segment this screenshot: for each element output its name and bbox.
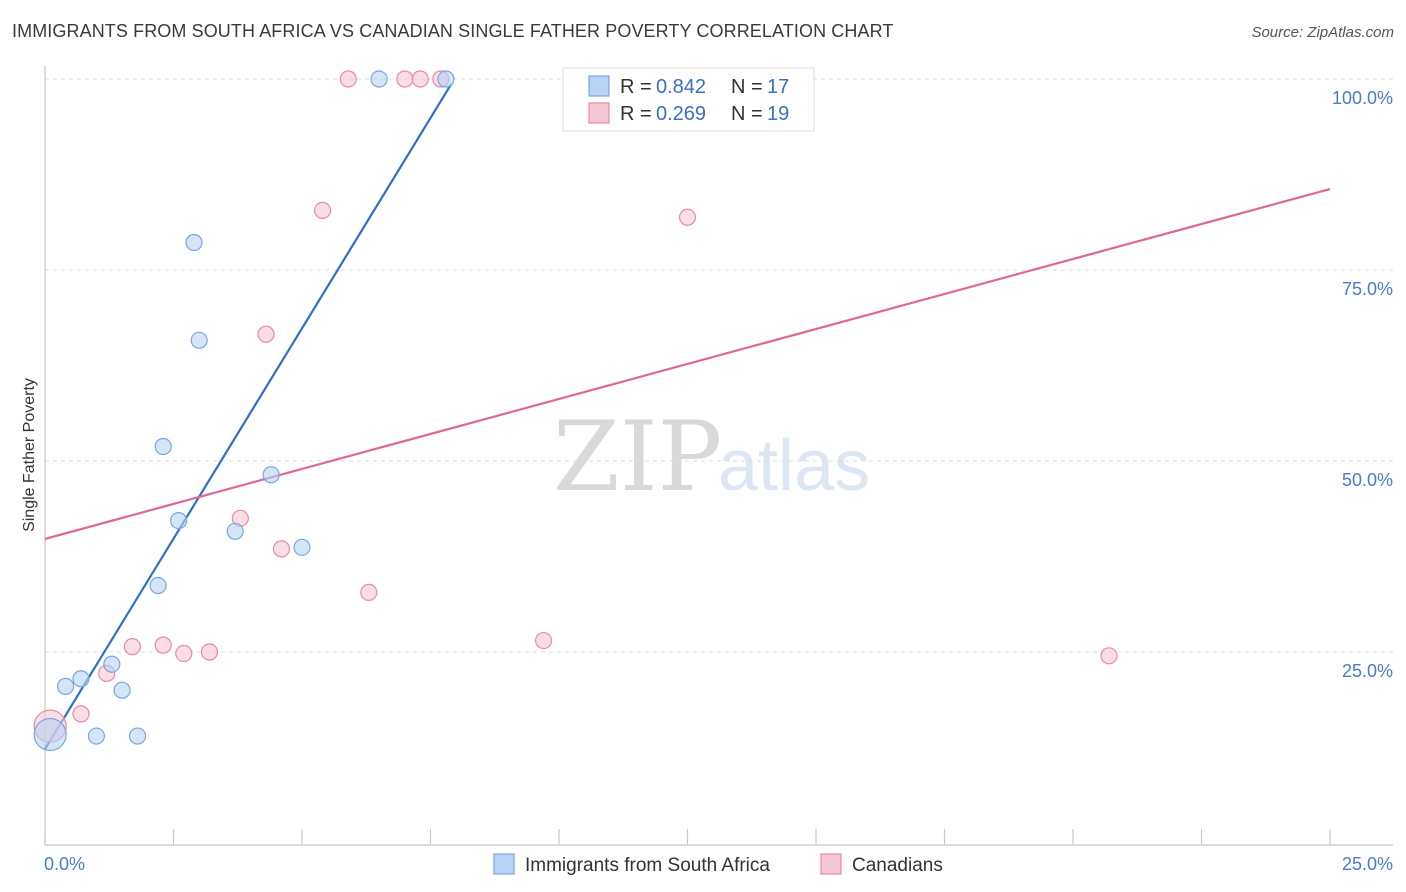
point-blue	[262, 466, 280, 484]
y-tick-label-100: 100.0%	[1332, 88, 1393, 108]
point-blue	[113, 681, 131, 699]
point-pink	[154, 636, 172, 654]
point-blue	[437, 70, 455, 88]
trend-line-pink	[44, 187, 1331, 540]
point-blue	[103, 655, 121, 673]
point-blue	[72, 670, 90, 688]
data-points	[33, 70, 1118, 752]
bottom-legend-label-blue: Immigrants from South Africa	[525, 855, 770, 876]
point-pink	[272, 540, 291, 558]
gridlines	[45, 78, 1393, 653]
legend-r-label-pink: R =	[620, 103, 652, 125]
point-pink	[678, 208, 697, 226]
point-blue	[226, 522, 244, 540]
x-tick-labels: 0.0% 25.0%	[44, 854, 1393, 874]
point-blue	[149, 576, 167, 595]
watermark: ZIP atlas	[553, 401, 870, 513]
legend-r-value-blue: 0.842	[656, 76, 706, 98]
point-pink	[313, 201, 332, 220]
point-pink	[339, 70, 357, 88]
point-blue	[33, 717, 67, 752]
y-tick-label-25: 25.0%	[1342, 661, 1393, 681]
trend-line-blue	[44, 83, 452, 750]
point-pink	[257, 325, 275, 343]
point-blue	[128, 727, 147, 745]
series-legend: Immigrants from South Africa Canadians	[493, 853, 943, 876]
watermark-atlas: atlas	[718, 426, 870, 506]
point-blue	[293, 538, 311, 556]
point-pink	[396, 70, 414, 88]
point-pink	[123, 638, 141, 656]
legend-r-label-blue: R =	[620, 76, 652, 98]
legend-n-value-blue: 17	[767, 76, 789, 98]
point-blue	[154, 437, 172, 456]
point-pink	[200, 643, 219, 661]
point-pink	[534, 631, 553, 650]
point-pink	[1100, 647, 1118, 665]
bottom-legend-swatch-blue	[493, 853, 515, 875]
point-pink	[411, 70, 429, 88]
bottom-legend-label-pink: Canadians	[852, 855, 943, 876]
legend-n-label-blue: N =	[731, 76, 763, 98]
legend-r-value-pink: 0.269	[656, 103, 706, 125]
point-blue	[87, 727, 106, 745]
point-pink	[360, 583, 378, 602]
point-pink	[175, 644, 193, 663]
y-axis-label: Single Father Poverty	[21, 378, 38, 532]
point-blue	[190, 331, 208, 349]
x-tick-label-min: 0.0%	[44, 854, 85, 874]
trend-lines	[44, 83, 1331, 750]
source-credit: Source: ZipAtlas.com	[1251, 24, 1394, 41]
correlation-legend: R = 0.842 N = 17 R = 0.269 N = 19	[562, 67, 815, 132]
legend-swatch-blue	[588, 75, 610, 97]
legend-n-label-pink: N =	[731, 103, 763, 125]
point-pink	[72, 705, 90, 723]
point-blue	[185, 233, 203, 252]
y-tick-labels: 100.0% 75.0% 50.0% 25.0%	[1332, 88, 1393, 681]
legend-swatch-pink	[588, 102, 610, 124]
y-tick-label-50: 50.0%	[1342, 470, 1393, 490]
watermark-zip: ZIP	[553, 401, 722, 513]
point-blue	[370, 70, 388, 88]
legend-n-value-pink: 19	[767, 103, 789, 125]
bottom-legend-swatch-pink	[820, 853, 842, 875]
x-tick-label-max: 25.0%	[1342, 854, 1393, 874]
point-blue	[56, 677, 75, 695]
point-blue	[170, 511, 188, 530]
chart-title: IMMIGRANTS FROM SOUTH AFRICA VS CANADIAN…	[12, 21, 894, 41]
y-tick-label-75: 75.0%	[1342, 279, 1393, 299]
